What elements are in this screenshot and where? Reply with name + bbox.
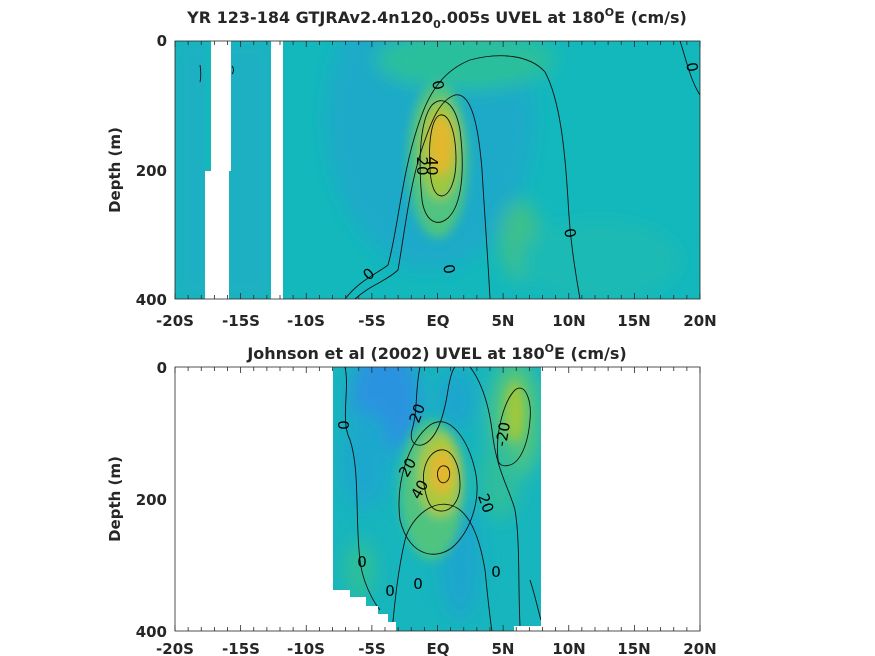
bottom-field — [333, 367, 541, 631]
top-contour-label-2: 0 — [682, 61, 701, 74]
bottom-xtick-label-8: 15N — [617, 640, 650, 656]
bottom-contour-40 — [423, 449, 461, 512]
top-contour-20 — [419, 100, 463, 223]
bottom-contour-zero-core — [391, 503, 493, 631]
top-xtick-label-9: 20N — [683, 312, 716, 330]
bottom-contour-zero-east — [469, 367, 521, 627]
bottom-contour-label-8: 0 — [491, 563, 501, 581]
bottom-contour-labels: 0 20 -20 20 40 20 0 0 0 0 — [334, 401, 514, 600]
top-panel: YR 123-184 GTJRAv2.4n1200.005s UVEL at 1… — [106, 6, 717, 330]
bottom-contour-label-2: 20 — [406, 401, 429, 425]
bottom-ytick-200: 200 — [136, 491, 167, 509]
top-ytick-0: 0 — [157, 32, 167, 50]
top-title-main: YR 123-184 GTJRAv2.4n120 — [186, 8, 433, 27]
bottom-y-tick-labels: 0 200 400 — [136, 359, 167, 641]
top-ytick-400: 400 — [136, 291, 167, 309]
top-contour-label-4: 40 — [423, 156, 441, 175]
top-xtick-label-6: 5N — [492, 312, 515, 330]
top-title: YR 123-184 GTJRAv2.4n1200.005s UVEL at 1… — [186, 6, 687, 31]
top-contour-tick-b — [231, 65, 234, 75]
top-contour-zero-inner — [354, 94, 491, 299]
bottom-ytick-400: 400 — [136, 623, 167, 641]
bottom-xtick-label-3: -10S — [287, 640, 325, 656]
top-x-ticks — [174, 41, 701, 299]
bottom-xtick-label-6: 5N — [492, 640, 515, 656]
bottom-contour-core — [437, 465, 451, 484]
top-xtick-label-1: -20S — [156, 312, 194, 330]
top-xtick-label-5: EQ — [427, 312, 450, 330]
bottom-contour-minus20 — [410, 367, 456, 446]
bottom-ytick-0: 0 — [157, 359, 167, 377]
top-contour-label-3: 20 — [413, 156, 431, 175]
bottom-ylabel: Depth (m) — [106, 456, 124, 542]
top-x-tick-labels: -20S -15S -10S -5S EQ 5N 10N 15N 20N — [156, 312, 717, 330]
top-title-sub: 0 — [433, 18, 441, 31]
bottom-xtick-label-5: EQ — [427, 640, 450, 656]
top-xtick-label-4: -5S — [358, 312, 385, 330]
bottom-contour-label-3: -20 — [492, 421, 514, 448]
bottom-contour-label-10: 0 — [385, 582, 395, 600]
top-ytick-200: 200 — [136, 162, 167, 180]
top-xtick-label-8: 15N — [617, 312, 650, 330]
bottom-contour-20-east — [497, 387, 531, 467]
top-contour-label-6: 0 — [439, 263, 458, 276]
top-xtick-label-7: 10N — [552, 312, 585, 330]
top-y-tick-labels: 0 200 400 — [136, 32, 167, 309]
bottom-contour-label-6: 20 — [474, 491, 497, 515]
top-contours — [199, 41, 700, 299]
bottom-panel: Johnson et al (2002) UVEL at 180OE (cm/s… — [106, 342, 717, 656]
top-contour-label-5: 0 — [560, 227, 579, 240]
bottom-title-main: Johnson et al (2002) UVEL at 180 — [246, 344, 544, 363]
bottom-contour-zero-west — [344, 367, 381, 611]
bottom-contour-20 — [398, 421, 478, 555]
bottom-xtick-label-9: 20N — [683, 640, 716, 656]
top-title-end: E (cm/s) — [614, 8, 687, 27]
bottom-contours — [344, 367, 541, 631]
bottom-contour-label-1: 0 — [334, 420, 352, 430]
bottom-title-end: E (cm/s) — [554, 344, 627, 363]
top-ylabel: Depth (m) — [106, 127, 124, 213]
top-contour-labels: 0 0 20 40 0 0 0 — [359, 61, 701, 284]
svg-text:YR 123-184 GTJRAv2.4n1200.005s: YR 123-184 GTJRAv2.4n1200.005s UVEL at 1… — [186, 6, 687, 31]
top-xtick-label-2: -15S — [222, 312, 260, 330]
top-title-sup: O — [605, 6, 614, 19]
bottom-xtick-label-2: -15S — [222, 640, 260, 656]
bottom-contour-label-9: 0 — [413, 575, 423, 593]
top-contour-zero-ne — [679, 41, 700, 96]
top-title-tail: .005s UVEL at 180 — [441, 8, 605, 27]
bottom-contour-label-7: 0 — [357, 553, 367, 571]
bottom-xtick-label-4: -5S — [358, 640, 385, 656]
bottom-x-ticks — [174, 367, 701, 631]
bottom-title: Johnson et al (2002) UVEL at 180OE (cm/s… — [246, 342, 626, 363]
top-field — [175, 41, 700, 299]
bottom-title-sup: O — [545, 342, 554, 355]
top-contour-label-1: 0 — [428, 79, 447, 92]
top-contour-zero — [344, 55, 581, 299]
bottom-xtick-label-7: 10N — [552, 640, 585, 656]
svg-text:Johnson et al (2002) UVEL at 1: Johnson et al (2002) UVEL at 180OE (cm/s… — [246, 342, 626, 363]
bottom-contour-zero-edge — [529, 579, 541, 621]
top-contour-tick-a — [199, 64, 202, 83]
bottom-x-tick-labels: -20S -15S -10S -5S EQ 5N 10N 15N 20N — [156, 640, 717, 656]
top-contour-40 — [429, 114, 457, 197]
bottom-xtick-label-1: -20S — [156, 640, 194, 656]
top-xtick-label-3: -10S — [287, 312, 325, 330]
